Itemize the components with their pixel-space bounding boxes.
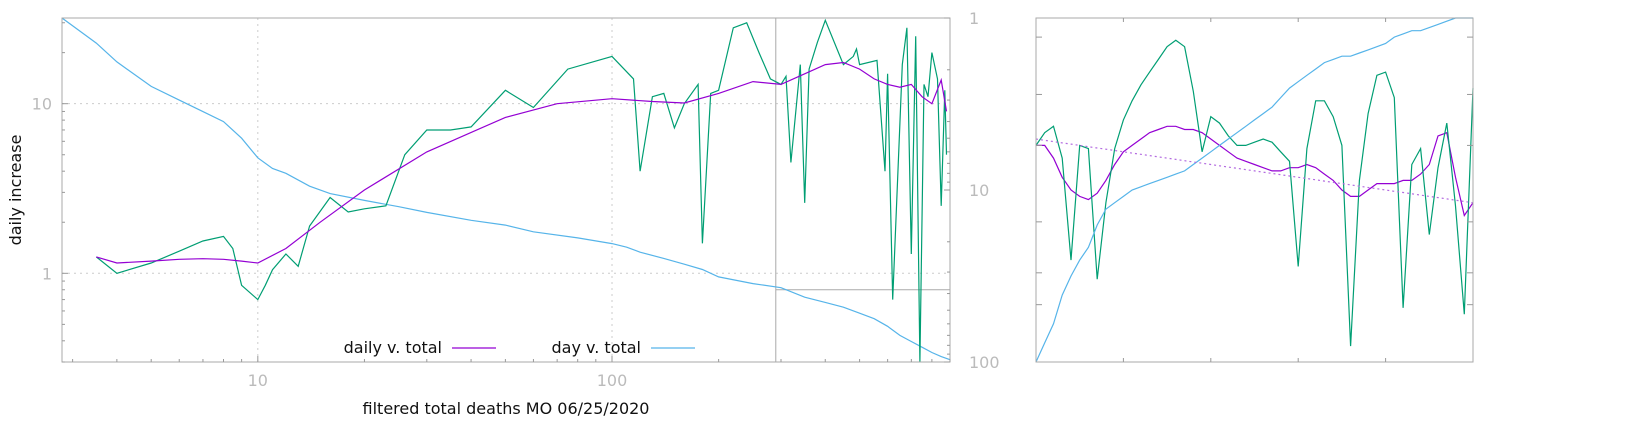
right-series-line-trend	[1035, 138, 1474, 204]
y2-tick-label: 10	[969, 181, 989, 200]
right-series-line-raw	[1035, 39, 1474, 347]
series-line-raw-daily	[95, 18, 948, 363]
y2-tick-label: 1	[969, 9, 979, 28]
right-series	[1035, 17, 1474, 363]
legend-label-day: day v. total	[552, 338, 642, 357]
right-panel	[1035, 17, 1474, 363]
x-tick-label: 10	[248, 371, 268, 390]
y2-tick-label: 100	[969, 353, 1000, 372]
legend: daily v. total day v. total	[344, 338, 695, 357]
right-series-line-day	[1035, 17, 1473, 363]
left-grid	[62, 18, 950, 362]
x-tick-labels: 10 100	[248, 371, 628, 390]
y-tick-labels: 1 10	[32, 95, 52, 284]
left-plot-frame	[61, 17, 951, 363]
series-line-day-v-total	[61, 17, 951, 361]
right-plot-frame	[1035, 17, 1474, 363]
x-axis-label: filtered total deaths MO 06/25/2020	[363, 399, 650, 418]
legend-label-daily: daily v. total	[344, 338, 442, 357]
left-ticks	[62, 17, 951, 363]
left-panel: 10 100 1 10 1 10 100 daily increase filt…	[6, 9, 1000, 418]
x-tick-label: 100	[597, 371, 628, 390]
right-series-line-daily	[1036, 125, 1474, 217]
y2-tick-labels: 1 10 100	[969, 9, 1000, 372]
y-tick-label: 1	[42, 264, 52, 283]
right-ticks	[1036, 18, 1473, 362]
y-tick-label: 10	[32, 95, 52, 114]
y-axis-label: daily increase	[6, 135, 25, 246]
series-line-daily-v-total	[96, 61, 948, 264]
left-series	[61, 17, 951, 363]
